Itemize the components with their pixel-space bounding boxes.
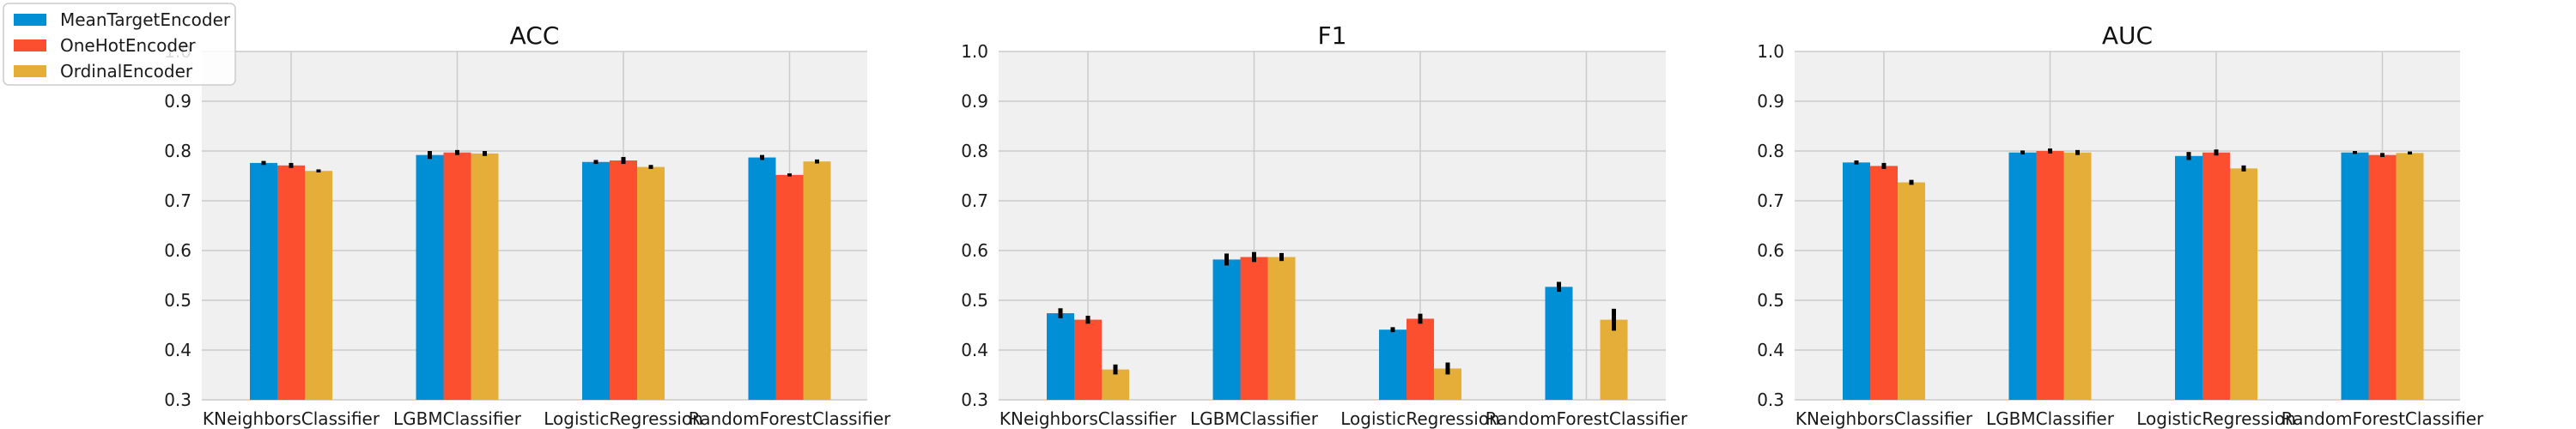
y-tick-label: 0.4	[1757, 340, 1784, 360]
y-tick-label: 0.7	[961, 190, 988, 211]
y-tick-label: 0.8	[164, 141, 191, 161]
bar-ordinalencoder-logisticregression	[637, 166, 665, 400]
bar-meantargetencoder-kneighborsclassifier	[1843, 162, 1870, 400]
x-tick-label: KNeighborsClassifier	[999, 408, 1177, 429]
y-tick-label: 0.6	[164, 240, 191, 261]
y-tick-label: 1.0	[961, 41, 988, 62]
y-tick-label: 0.6	[961, 240, 988, 261]
chart-panel-f1: 0.3 0.4 0.5 0.6 0.7 0.8 0.9 1.0 KNeighborsClassi…	[961, 21, 1688, 429]
x-tick-label: KNeighborsClassifier	[1795, 408, 1973, 429]
legend: MeanTargetEncoder OneHotEncoder OrdinalEnc…	[3, 3, 236, 86]
legend-swatch	[14, 39, 46, 51]
bar-meantargetencoder-randomforestclassifier	[748, 157, 776, 401]
legend-label: OrdinalEncoder	[60, 61, 193, 82]
bar-onehotencoder-logisticregression	[610, 160, 637, 400]
y-tick-label: 0.4	[164, 340, 191, 360]
bar-meantargetencoder-kneighborsclassifier	[250, 162, 277, 401]
bar-meantargetencoder-logisticregression	[582, 161, 610, 400]
y-tick-label: 1.0	[1757, 41, 1784, 62]
y-tick-label: 0.9	[164, 91, 191, 112]
bar-ordinalencoder-kneighborsclassifier	[1102, 369, 1129, 400]
bar-onehotencoder-lgbmclassifier	[1240, 257, 1268, 400]
x-tick-label: RandomForestClassifier	[2281, 408, 2484, 429]
bar-onehotencoder-lgbmclassifier	[2036, 151, 2064, 400]
y-tick-label: 0.9	[1757, 91, 1784, 112]
bar-onehotencoder-randomforestclassifier	[775, 174, 804, 400]
legend-swatch	[14, 14, 46, 26]
bar-ordinalencoder-randomforestclassifier	[2396, 153, 2424, 400]
y-tick-label: 0.3	[1757, 390, 1784, 410]
bar-ordinalencoder-lgbmclassifier	[2063, 152, 2092, 401]
bar-ordinalencoder-logisticregression	[2230, 168, 2257, 401]
bar-meantargetencoder-kneighborsclassifier	[1047, 313, 1074, 400]
chart-title: F1	[1318, 21, 1347, 50]
y-tick-label: 0.4	[961, 340, 988, 360]
bar-meantargetencoder-logisticregression	[2175, 155, 2202, 401]
bar-ordinalencoder-randomforestclassifier	[1600, 319, 1628, 400]
bar-onehotencoder-logisticregression	[2202, 152, 2230, 401]
y-tick-label: 0.6	[1757, 240, 1784, 261]
legend-label: MeanTargetEncoder	[60, 9, 231, 30]
chart-title: ACC	[510, 21, 560, 50]
bar-ordinalencoder-kneighborsclassifier	[1898, 182, 1925, 400]
bar-ordinalencoder-lgbmclassifier	[1267, 257, 1296, 400]
bar-meantargetencoder-lgbmclassifier	[416, 154, 444, 400]
y-tick-label: 0.8	[961, 141, 988, 161]
bar-ordinalencoder-randomforestclassifier	[803, 161, 831, 400]
chart-title: AUC	[2102, 21, 2153, 50]
legend-frame	[3, 3, 236, 86]
y-tick-label: 0.8	[1757, 141, 1784, 161]
bar-ordinalencoder-kneighborsclassifier	[305, 171, 332, 400]
y-tick-label: 0.5	[164, 290, 191, 311]
bar-onehotencoder-kneighborsclassifier	[277, 165, 305, 400]
bar-onehotencoder-kneighborsclassifier	[1074, 319, 1102, 400]
y-tick-label: 0.3	[961, 390, 988, 410]
bar-onehotencoder-lgbmclassifier	[443, 152, 471, 401]
y-tick-label: 0.7	[1757, 190, 1784, 211]
bar-onehotencoder-randomforestclassifier	[2368, 154, 2397, 400]
legend-label: OneHotEncoder	[60, 35, 196, 56]
y-tick-label: 0.9	[961, 91, 988, 112]
x-tick-label: RandomForestClassifier	[689, 408, 891, 429]
bar-onehotencoder-kneighborsclassifier	[1870, 166, 1898, 400]
bar-meantargetencoder-logisticregression	[1379, 329, 1406, 400]
bar-ordinalencoder-lgbmclassifier	[471, 153, 499, 400]
x-tick-label: KNeighborsClassifier	[203, 408, 380, 429]
y-tick-label: 0.3	[164, 390, 191, 410]
legend-swatch	[14, 65, 46, 77]
y-tick-label: 0.5	[1757, 290, 1784, 311]
x-tick-label: LogisticRegression	[2136, 408, 2296, 429]
bar-meantargetencoder-lgbmclassifier	[2008, 152, 2037, 401]
bar-onehotencoder-logisticregression	[1406, 318, 1434, 400]
chart-panel-acc: 0.30.40.50.60.70.80.91.0KNeighborsClassi…	[164, 21, 891, 429]
chart-panel-auc: 0.3 0.4 0.5 0.6 0.7 0.8 0.9 1.0 KNeighborsClassi…	[1757, 21, 2484, 429]
x-tick-label: RandomForestClassifier	[1485, 408, 1688, 429]
bar-meantargetencoder-lgbmclassifier	[1212, 259, 1241, 400]
x-tick-label: LogisticRegression	[544, 408, 703, 429]
y-tick-label: 0.7	[164, 190, 191, 211]
x-tick-label: LogisticRegression	[1340, 408, 1500, 429]
x-tick-label: LGBMClassifier	[1986, 408, 2115, 429]
bar-meantargetencoder-randomforestclassifier	[2341, 152, 2369, 401]
x-tick-label: LGBMClassifier	[1190, 408, 1319, 429]
y-tick-label: 0.5	[961, 290, 988, 311]
bar-meantargetencoder-randomforestclassifier	[1545, 287, 1573, 400]
x-tick-label: LGBMClassifier	[393, 408, 522, 429]
